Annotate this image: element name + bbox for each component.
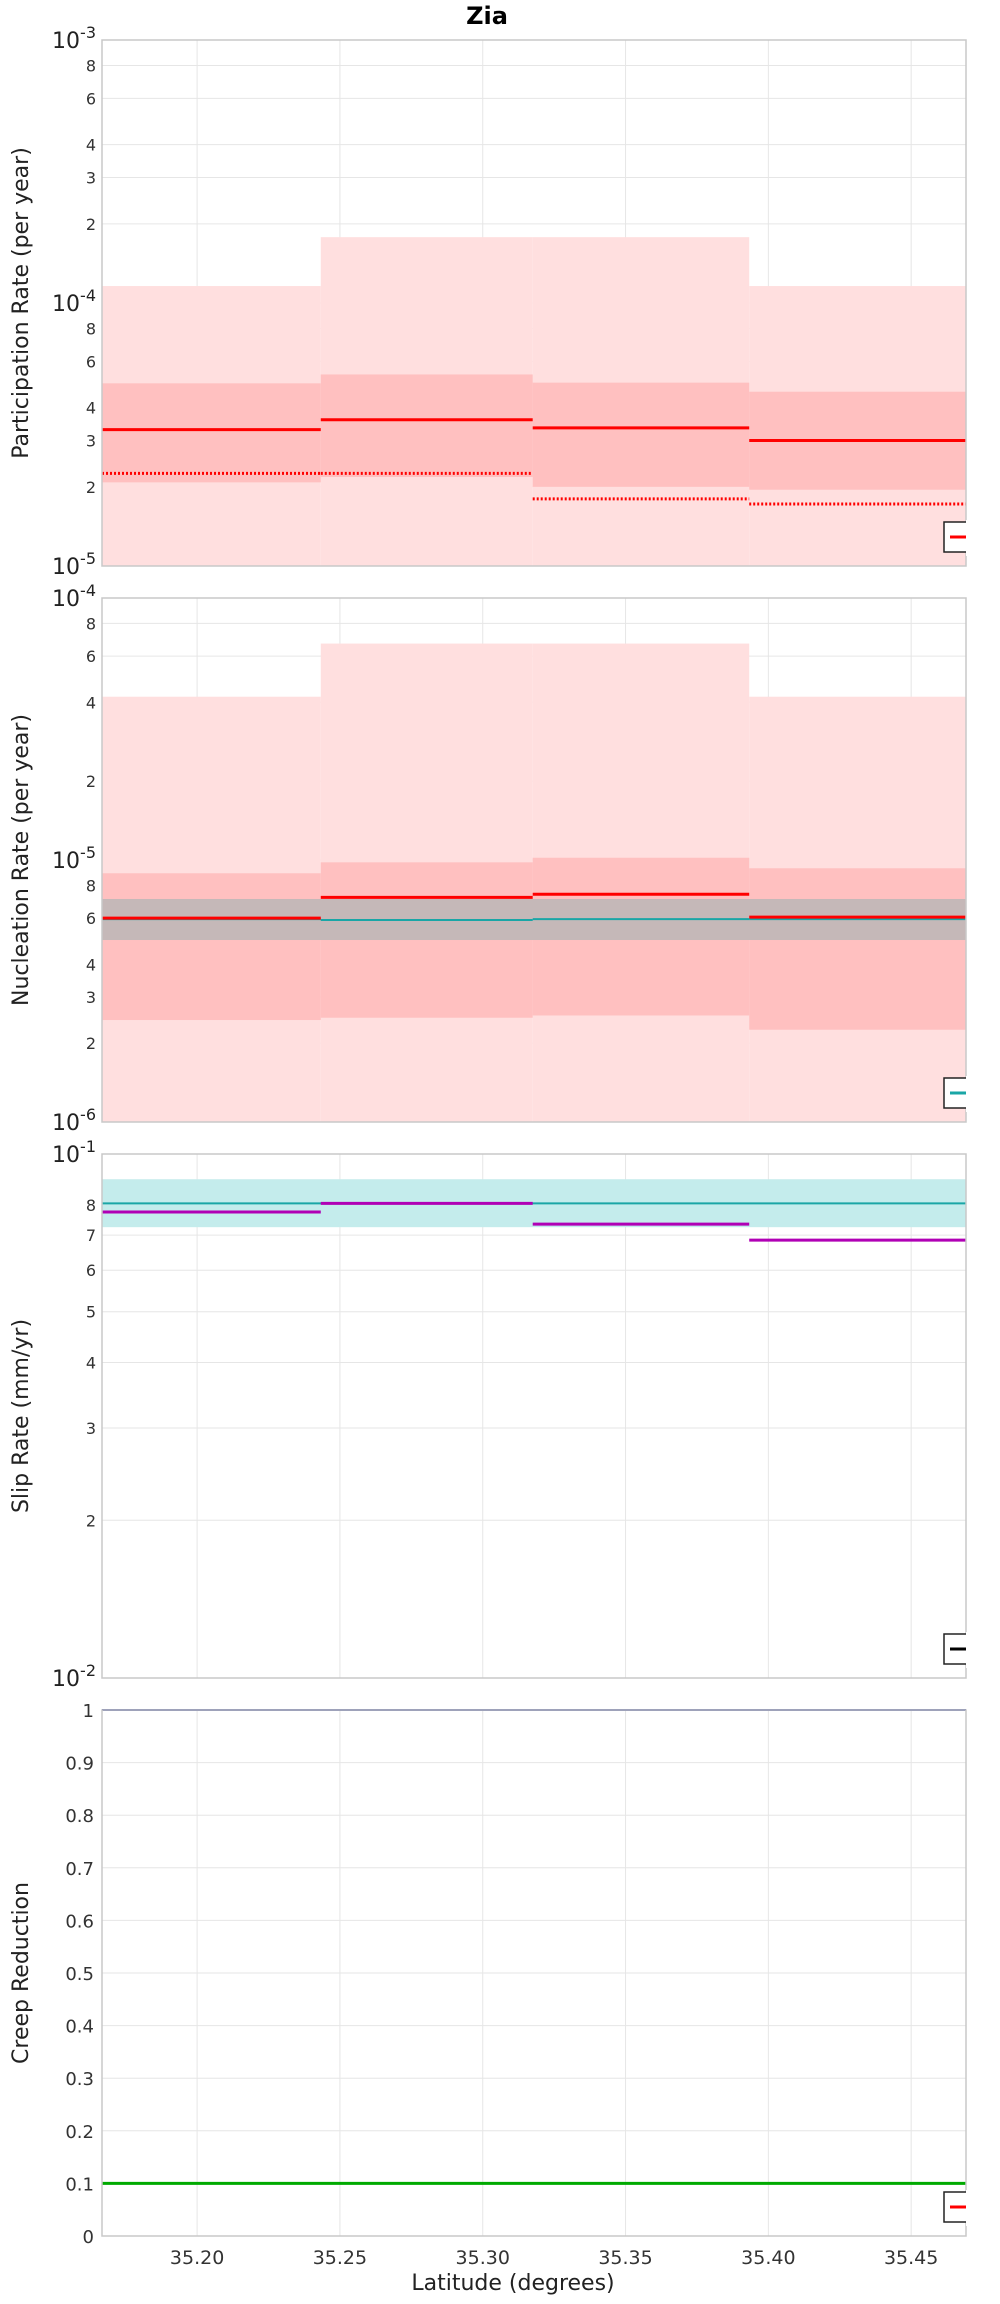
y-tick-label: 4	[86, 693, 96, 712]
x-tick-label: 35.20	[170, 2247, 224, 2269]
plot-frame	[101, 1709, 967, 2237]
y-tick-label: 10-3	[52, 23, 96, 54]
y-tick-label: 2	[86, 1034, 96, 1053]
uncertainty-band	[749, 868, 966, 1030]
y-tick-label: 0.5	[65, 1964, 94, 1985]
legend-clip-mask	[966, 1076, 1000, 1112]
y-tick-label: 8	[86, 1196, 96, 1215]
y-tick-label: 3	[86, 988, 96, 1007]
figure-title: Zia	[466, 2, 508, 30]
uncertainty-band	[102, 873, 321, 1021]
uncertainty-band	[532, 382, 750, 487]
legend-clip-mask	[966, 2190, 1000, 2226]
y-tick-label: 10-4	[52, 581, 96, 612]
legend	[943, 2190, 1000, 2226]
plot-frame	[101, 597, 967, 1123]
y-tick-label: 0.2	[65, 2122, 94, 2143]
y-tick-label: 1	[83, 1701, 94, 1722]
y-tick-label: 6	[86, 647, 96, 666]
y-tick-label: 2	[86, 215, 96, 234]
legend	[943, 520, 1000, 556]
legend-clip-mask	[966, 520, 1000, 556]
x-axis-label: Latitude (degrees)	[411, 2271, 614, 2296]
y-tick-label: 7	[86, 1226, 96, 1245]
y-tick-label: 4	[86, 399, 96, 418]
plot-area	[102, 1154, 966, 1678]
uncertainty-band	[102, 383, 321, 483]
y-tick-label: 5	[86, 1303, 96, 1322]
panel-nucleation: 10-6 10-5 10-4 2 3 4 6 8 2 4 6 8 Nucleation Rate (pe…	[9, 581, 1000, 1136]
y-tick-label: 4	[86, 955, 96, 974]
y-tick-label: 10-5	[52, 843, 96, 874]
y-tick-label: 8	[86, 876, 96, 895]
y-tick-label: 6	[86, 909, 96, 928]
y-tick-label: 10-2	[52, 1661, 96, 1692]
panel-creep: 0 0.1 0.2 0.3 0.4 0.5 0.6 0.7 0.8 0.9 1 Creep Reduc…	[9, 1701, 1000, 2248]
y-axis-label: Slip Rate (mm/yr)	[9, 1319, 34, 1513]
uncertainty-band	[320, 862, 533, 1018]
y-tick-label: 10-1	[52, 1137, 96, 1168]
y-tick-label: 4	[86, 136, 96, 155]
x-tick-label: 35.40	[741, 2247, 795, 2269]
y-tick-label: 3	[86, 432, 96, 451]
x-tick-label: 35.30	[456, 2247, 510, 2269]
y-tick-label: 0.9	[65, 1754, 94, 1775]
y-tick-label: 0	[83, 2227, 94, 2248]
plot-frame	[101, 1153, 967, 1679]
y-tick-label: 6	[86, 1261, 96, 1280]
legend-clip-mask	[966, 1632, 1000, 1668]
y-tick-label: 0.8	[65, 1806, 94, 1827]
x-tick-label: 35.45	[884, 2247, 938, 2269]
x-tick-label: 35.35	[598, 2247, 652, 2269]
y-tick-label: 10-6	[52, 1105, 96, 1136]
y-tick-label: 0.6	[65, 1911, 94, 1932]
y-tick-label: 10-5	[52, 549, 96, 580]
y-tick-label: 3	[86, 169, 96, 188]
y-tick-label: 8	[86, 56, 96, 75]
panel-slip: 10-2 10-1 2 3 4 5 6 7 8 Slip Rate (mm/yr)	[9, 1137, 1000, 1692]
y-tick-label: 4	[86, 1354, 96, 1373]
y-axis-label: Creep Reduction	[9, 1882, 34, 2064]
y-tick-label: 2	[86, 478, 96, 497]
uncertainty-band	[320, 374, 533, 477]
y-tick-label: 0.1	[65, 2174, 94, 2195]
y-axis-label: Nucleation Rate (per year)	[9, 714, 34, 1006]
y-tick-label: 8	[86, 319, 96, 338]
y-tick-label: 3	[86, 1419, 96, 1438]
plot-frame	[101, 39, 967, 567]
y-tick-label: 0.4	[65, 2017, 94, 2038]
y-tick-label: 2	[86, 772, 96, 791]
y-tick-label: 0.3	[65, 2069, 94, 2090]
x-tick-label: 35.25	[313, 2247, 367, 2269]
y-tick-label: 8	[86, 614, 96, 633]
y-tick-label: 2	[86, 1511, 96, 1530]
y-tick-label: 6	[86, 89, 96, 108]
panel-participation: 10-5 10-4 10-3 2 3 4 6 8 2 3 4 6 8 Participation Rate…	[9, 23, 1000, 580]
legend	[943, 1632, 1000, 1668]
legend	[943, 1076, 1000, 1112]
y-tick-label: 6	[86, 352, 96, 371]
y-tick-label: 10-4	[52, 286, 96, 317]
y-tick-label: 0.7	[65, 1859, 94, 1880]
y-axis-label: Participation Rate (per year)	[9, 147, 34, 459]
